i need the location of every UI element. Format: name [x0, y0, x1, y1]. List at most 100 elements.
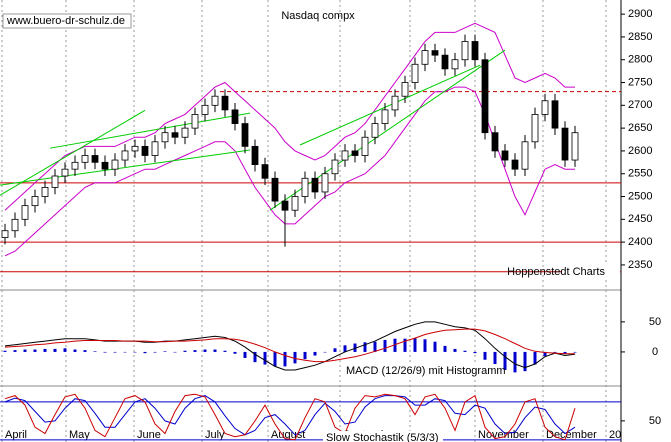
- candle-body: [141, 145, 149, 156]
- candle-body: [161, 132, 169, 143]
- candle-body: [261, 164, 269, 179]
- y-tick-label: 2900: [628, 8, 652, 20]
- macd-histogram-bar: [303, 351, 307, 360]
- candle-body: [271, 177, 279, 202]
- candle-body: [401, 82, 409, 97]
- candle-body: [101, 161, 109, 170]
- macd-histogram-bar: [383, 339, 387, 352]
- macd-histogram-bar: [543, 351, 547, 357]
- macd-histogram-bar: [23, 349, 27, 352]
- macd-histogram-bar: [193, 350, 197, 352]
- y-tick-label: 2850: [628, 31, 652, 43]
- candle-body: [541, 100, 549, 115]
- candle-body: [231, 109, 239, 124]
- candle-body: [321, 173, 329, 193]
- x-tick-label: July: [205, 429, 225, 441]
- macd-histogram-bar: [93, 351, 97, 352]
- y-tick-label: 2550: [628, 168, 652, 180]
- stoch-k: [4, 393, 576, 441]
- y-tick-label: 2750: [628, 76, 652, 88]
- y-tick-label: 2600: [628, 145, 652, 157]
- candle-body: [291, 196, 299, 211]
- candle-body: [171, 132, 179, 138]
- y-tick-label: 2800: [628, 54, 652, 66]
- candle-body: [51, 175, 59, 188]
- macd-histogram-bar: [353, 343, 357, 352]
- candle-body: [491, 132, 499, 152]
- y-tick-label: 50: [649, 415, 661, 427]
- candle-body: [281, 200, 289, 211]
- y-tick-label: 2500: [628, 190, 652, 202]
- macd-histogram-bar: [203, 349, 207, 352]
- label-box: [343, 364, 497, 378]
- macd-histogram-bar: [433, 341, 437, 352]
- candle-body: [91, 155, 99, 163]
- trend-line: [0, 149, 251, 186]
- macd-histogram-bar: [163, 351, 167, 352]
- watermark-box: [2, 13, 132, 29]
- macd-histogram-bar: [483, 351, 487, 360]
- macd-histogram-bar: [533, 351, 537, 365]
- macd-histogram-bar: [263, 351, 267, 365]
- x-tick-label: May: [69, 429, 90, 441]
- candle-body: [181, 127, 189, 138]
- macd-histogram-bar: [73, 349, 77, 352]
- candle-body: [391, 95, 399, 111]
- macd-histogram-bar: [323, 351, 327, 353]
- candle-body: [81, 155, 89, 163]
- candle-body: [481, 59, 489, 134]
- candle-body: [571, 132, 579, 161]
- candle-body: [221, 95, 229, 111]
- candle-body: [11, 218, 19, 232]
- macd-histogram-bar: [243, 351, 247, 358]
- candle-body: [311, 177, 319, 193]
- macd-histogram-bar: [213, 349, 217, 352]
- macd-histogram-bar: [443, 345, 447, 352]
- macd-histogram-bar: [173, 351, 177, 353]
- macd-histogram-bar: [153, 351, 157, 353]
- macd-histogram-bar: [123, 351, 127, 353]
- stoch-d: [4, 395, 576, 436]
- macd-histogram-bar: [423, 339, 427, 352]
- source-box: [562, 265, 620, 279]
- y-tick-label: 0: [652, 346, 658, 358]
- trend-line: [0, 109, 146, 196]
- candle-body: [211, 95, 219, 106]
- macd-histogram-bar: [113, 351, 117, 353]
- macd-histogram-bar: [453, 348, 457, 352]
- candle-body: [351, 150, 359, 156]
- candle-body: [41, 187, 49, 197]
- candle-body: [21, 205, 29, 220]
- macd-histogram-bar: [473, 351, 477, 354]
- candle-body: [241, 123, 249, 147]
- candle-body: [471, 41, 479, 61]
- candle-body: [61, 168, 69, 177]
- candle-body: [431, 50, 439, 56]
- macd-histogram-bar: [393, 338, 397, 352]
- candle-body: [1, 230, 9, 238]
- candle-body: [511, 159, 519, 170]
- signal-line: [4, 328, 575, 363]
- candle-body: [301, 177, 309, 197]
- macd-histogram-bar: [233, 351, 237, 354]
- candle-body: [371, 123, 379, 138]
- y-tick-label: 2350: [628, 259, 652, 271]
- watermark: www.buero-dr-schulz.de: [6, 15, 125, 27]
- y-tick-label: 2400: [628, 236, 652, 248]
- macd-histogram-bar: [523, 351, 527, 372]
- macd-histogram-bar: [413, 338, 417, 352]
- candle-body: [521, 141, 529, 170]
- x-tick-label: November: [478, 429, 529, 441]
- y-tick-label: 50: [649, 316, 661, 328]
- macd-histogram-bar: [253, 351, 257, 363]
- chart-title: Nasdaq compx: [281, 10, 355, 22]
- macd-histogram-bar: [33, 349, 37, 352]
- candle-body: [411, 63, 419, 83]
- macd-histogram-bar: [133, 351, 137, 353]
- candle-body: [111, 159, 119, 170]
- macd-histogram-bar: [373, 341, 377, 352]
- macd-histogram-bar: [143, 351, 147, 354]
- candle-body: [561, 127, 569, 161]
- candle-body: [341, 150, 349, 161]
